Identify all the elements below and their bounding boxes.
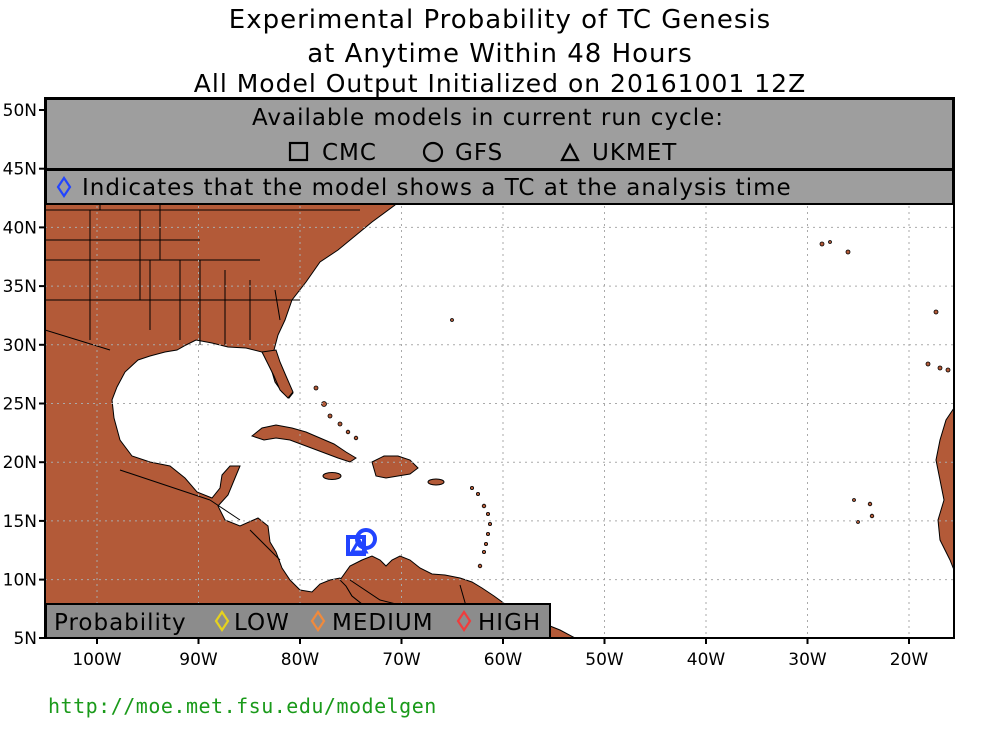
- florida-land: [261, 349, 294, 399]
- longitude-axis: 100W 90W 80W 70W 60W 50W 40W 30W 20W: [72, 638, 928, 670]
- gfs-circle-icon: [422, 141, 444, 163]
- lon-label: 40W: [687, 650, 726, 670]
- analysis-note-text: Indicates that the model shows a TC at t…: [82, 175, 792, 201]
- model-markers: [346, 528, 377, 556]
- legend-low: LOW: [234, 610, 290, 636]
- lon-label: 80W: [281, 650, 320, 670]
- probability-legend: [45, 603, 551, 639]
- model-name-ukmet: UKMET: [592, 140, 677, 166]
- gfs-marker: [355, 528, 377, 550]
- lat-label: 5N: [13, 629, 37, 649]
- puerto-rico-land: [427, 478, 445, 486]
- bahamas: [313, 385, 359, 441]
- model-name-gfs: GFS: [455, 140, 503, 166]
- low-diamond-icon: [214, 610, 230, 632]
- lat-label: 25N: [3, 395, 37, 415]
- ukmet-marker: [349, 537, 369, 554]
- title-line-3: All Model Output Initialized on 20161001…: [193, 69, 807, 98]
- hispaniola-land: [371, 455, 419, 479]
- high-diamond-icon: [456, 610, 472, 632]
- ukmet-triangle-icon: [560, 142, 580, 162]
- legend-high: HIGH: [478, 610, 541, 636]
- africa-land: [935, 407, 954, 571]
- lat-label: 30N: [3, 336, 37, 356]
- cmc-square-icon: [288, 141, 309, 162]
- legend-title: Probability: [54, 610, 187, 636]
- models-panel-heading: Available models in current run cycle:: [252, 105, 724, 131]
- lesser-antilles: [469, 485, 492, 569]
- lon-label: 100W: [72, 650, 121, 670]
- lat-label: 20N: [3, 453, 37, 473]
- lon-label: 50W: [585, 650, 624, 670]
- legend-medium: MEDIUM: [332, 610, 434, 636]
- title-line-2: at Anytime Within 48 Hours: [307, 39, 693, 69]
- jamaica-land: [322, 472, 342, 480]
- lat-label: 10N: [3, 571, 37, 591]
- lon-label: 60W: [484, 650, 523, 670]
- lat-label: 50N: [3, 101, 37, 121]
- lat-label: 35N: [3, 277, 37, 297]
- lat-label: 40N: [3, 218, 37, 238]
- source-url[interactable]: http://moe.met.fsu.edu/modelgen: [48, 694, 437, 718]
- atlantic-islands: [450, 240, 951, 524]
- blue-diamond-icon: [56, 176, 72, 198]
- lon-label: 90W: [179, 650, 218, 670]
- north-america-land: [45, 98, 461, 638]
- cuba-land: [250, 424, 357, 463]
- lat-label: 45N: [3, 160, 37, 180]
- model-name-cmc: CMC: [322, 140, 377, 166]
- models-panel: [45, 98, 954, 170]
- lon-label: 70W: [382, 650, 421, 670]
- lon-label: 30W: [788, 650, 827, 670]
- map-frame: [44, 97, 955, 639]
- medium-diamond-icon: [310, 610, 326, 632]
- title-line-1: Experimental Probability of TC Genesis: [228, 5, 772, 35]
- lon-label: 20W: [890, 650, 929, 670]
- latitude-axis: 50N 45N 40N 35N 30N 25N 20N 15N 10N 5N: [3, 101, 45, 649]
- political-boundaries: [45, 160, 471, 621]
- lat-label: 15N: [3, 512, 37, 532]
